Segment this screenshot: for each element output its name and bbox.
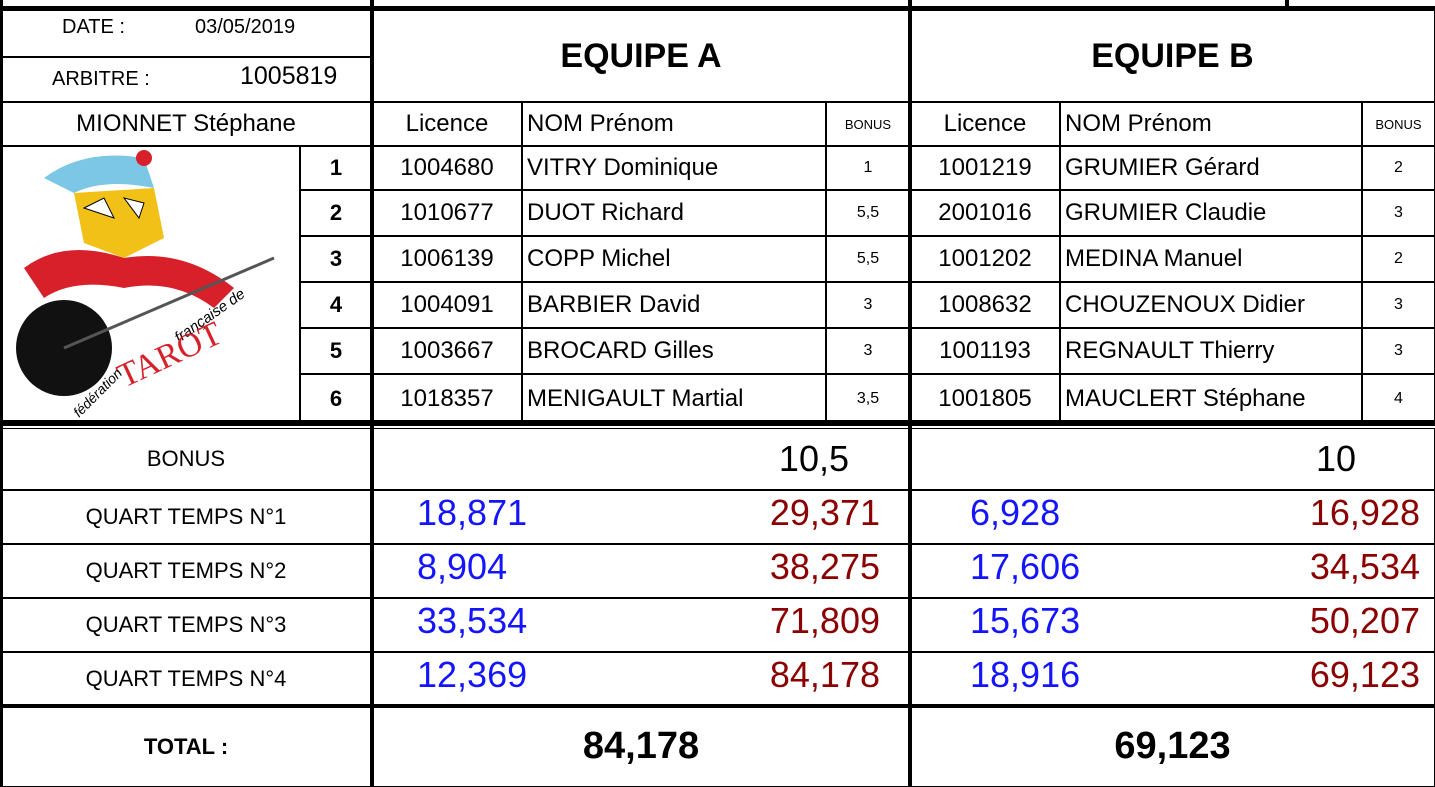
rank: 2	[300, 190, 372, 236]
quarter-score: 8,904	[417, 546, 577, 596]
quarter-cumul: 84,178	[710, 654, 880, 704]
logo-text: TAROT	[112, 315, 228, 395]
total-label: TOTAL :	[0, 706, 372, 787]
player-cell: 2	[1362, 146, 1435, 190]
player-cell: 2	[1362, 236, 1435, 282]
player-cell: COPP Michel	[522, 236, 826, 282]
quarter-score: 33,534	[417, 600, 577, 650]
team-name: EQUIPE B	[910, 10, 1435, 102]
quarter-label: QUART TEMPS N°3	[0, 598, 372, 652]
player-cell: 1010677	[372, 190, 522, 236]
quarter-score: 6,928	[970, 492, 1130, 542]
rule	[908, 0, 912, 787]
player-cell: 1	[826, 146, 910, 190]
quarter-label: QUART TEMPS N°4	[0, 652, 372, 706]
player-cell: 3,5	[826, 374, 910, 424]
player-cell: 1018357	[372, 374, 522, 424]
arbitre: 1005819	[240, 62, 370, 92]
player-cell: 3	[1362, 328, 1435, 374]
quarter-label: QUART TEMPS N°2	[0, 544, 372, 598]
column-header: BONUS	[826, 102, 910, 146]
player-cell: 2001016	[910, 190, 1060, 236]
player-cell: VITRY Dominique	[522, 146, 826, 190]
player-cell: BROCARD Gilles	[522, 328, 826, 374]
quarter-score: 15,673	[970, 600, 1130, 650]
quarter-cumul: 69,123	[1250, 654, 1420, 704]
player-cell: 3	[1362, 190, 1435, 236]
player-cell: 1001193	[910, 328, 1060, 374]
rule	[0, 420, 1435, 426]
team-total: 84,178	[372, 706, 910, 787]
player-cell: 4	[1362, 374, 1435, 424]
column-header: Licence	[910, 102, 1060, 146]
player-cell: BARBIER David	[522, 282, 826, 328]
arbitre-label: ARBITRE :	[52, 68, 152, 98]
column-header: BONUS	[1362, 102, 1435, 146]
logo: française de TAROT fédération	[4, 148, 298, 418]
quarter-cumul: 50,207	[1250, 600, 1420, 650]
player-cell: 3	[1362, 282, 1435, 328]
player-cell: 1003667	[372, 328, 522, 374]
player-cell: 5,5	[826, 190, 910, 236]
player-cell: 1006139	[372, 236, 522, 282]
column-header: NOM Prénom	[522, 102, 826, 146]
player-cell: 1001219	[910, 146, 1060, 190]
player-cell: GRUMIER Claudie	[1060, 190, 1362, 236]
player-cell: DUOT Richard	[522, 190, 826, 236]
quarter-score: 18,916	[970, 654, 1130, 704]
quarter-cumul: 16,928	[1250, 492, 1420, 542]
player-cell: MENIGAULT Martial	[522, 374, 826, 424]
date-label: DATE :	[62, 16, 162, 46]
rule	[0, 704, 1435, 708]
rank: 1	[300, 146, 372, 190]
quarter-score: 17,606	[970, 546, 1130, 596]
player-cell: 3	[826, 328, 910, 374]
rule	[370, 0, 374, 787]
player-cell: GRUMIER Gérard	[1060, 146, 1362, 190]
player-cell: 1004680	[372, 146, 522, 190]
player-cell: 5,5	[826, 236, 910, 282]
column-header: NOM Prénom	[1060, 102, 1362, 146]
rank: 4	[300, 282, 372, 328]
rule	[1285, 0, 1289, 10]
quarter-label: QUART TEMPS N°1	[0, 490, 372, 544]
player-cell: CHOUZENOUX Didier	[1060, 282, 1362, 328]
column-header: Licence	[372, 102, 522, 146]
quarter-cumul: 34,534	[1250, 546, 1420, 596]
player-cell: 1008632	[910, 282, 1060, 328]
team-total: 69,123	[910, 706, 1435, 787]
referee-name: MIONNET Stéphane	[0, 102, 372, 146]
quarter-score: 12,369	[417, 654, 577, 704]
team-name: EQUIPE A	[372, 10, 910, 102]
bonus-label: BONUS	[0, 428, 372, 490]
player-cell: REGNAULT Thierry	[1060, 328, 1362, 374]
quarter-cumul: 29,371	[710, 492, 880, 542]
rank: 6	[300, 374, 372, 424]
score-sheet: française de TAROT fédération DATE : 03/0…	[0, 0, 1435, 787]
bonus-total: 10,5	[372, 428, 910, 490]
rank: 5	[300, 328, 372, 374]
quarter-cumul: 38,275	[710, 546, 880, 596]
date: 03/05/2019	[195, 16, 335, 46]
rank: 3	[300, 236, 372, 282]
player-cell: 3	[826, 282, 910, 328]
quarter-cumul: 71,809	[710, 600, 880, 650]
quarter-score: 18,871	[417, 492, 577, 542]
player-cell: MAUCLERT Stéphane	[1060, 374, 1362, 424]
bonus-total: 10	[910, 428, 1435, 490]
player-cell: MEDINA Manuel	[1060, 236, 1362, 282]
player-cell: 1001202	[910, 236, 1060, 282]
player-cell: 1001805	[910, 374, 1060, 424]
player-cell: 1004091	[372, 282, 522, 328]
